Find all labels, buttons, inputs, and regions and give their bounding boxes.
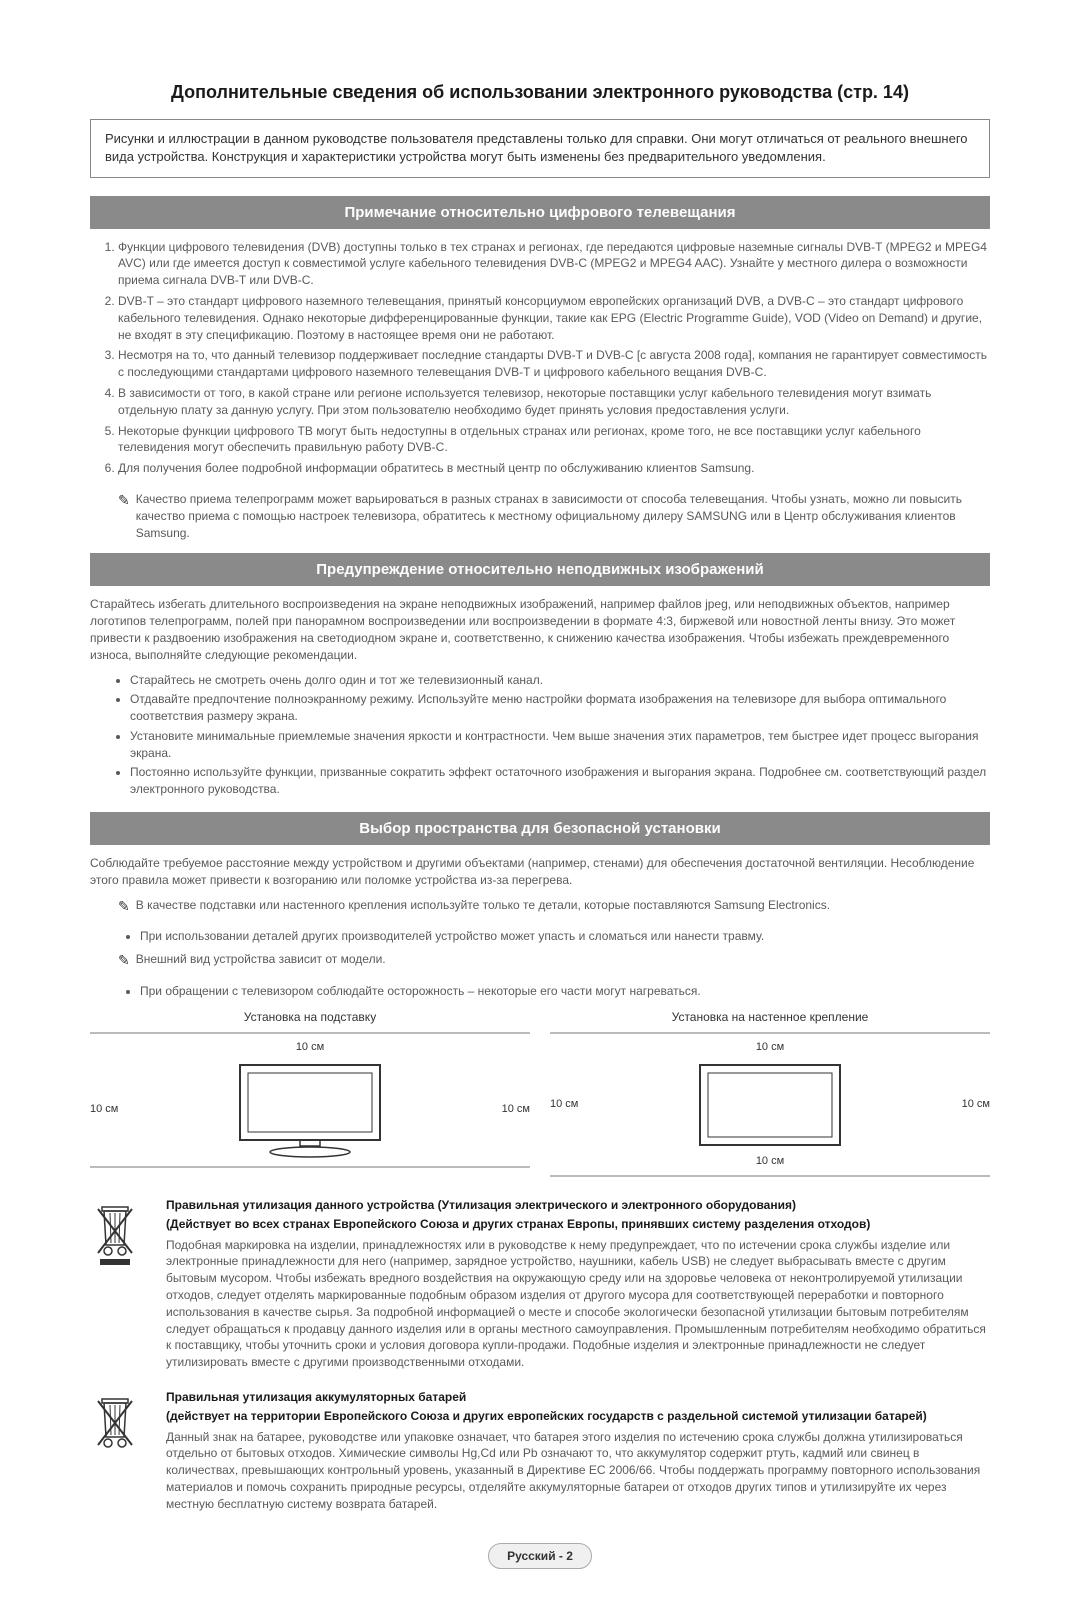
measure-right: 10 см bbox=[502, 1102, 530, 1117]
install-stand-title: Установка на подставку bbox=[90, 1009, 530, 1026]
measure-top: 10 см bbox=[550, 1040, 990, 1055]
disposal2-sub: (действует на территории Европейского Со… bbox=[166, 1408, 990, 1425]
measure-left: 10 см bbox=[550, 1097, 578, 1112]
disposal2-heading: Правильная утилизация аккумуляторных бат… bbox=[166, 1389, 990, 1406]
list-item: Постоянно используйте функции, призванны… bbox=[130, 764, 990, 798]
install-diagrams: Установка на подставку 10 см 10 см 10 см… bbox=[90, 1009, 990, 1177]
battery-bin-icon bbox=[90, 1389, 150, 1513]
list-item: При обращении с телевизором соблюдайте о… bbox=[140, 983, 990, 1000]
list-item: Функции цифрового телевидения (DVB) дост… bbox=[118, 239, 990, 289]
disposal-battery: Правильная утилизация аккумуляторных бат… bbox=[90, 1389, 990, 1513]
note-icon: ✎ bbox=[118, 951, 130, 971]
list-item: В зависимости от того, в какой стране ил… bbox=[118, 385, 990, 419]
page-footer: Русский - 2 bbox=[90, 1543, 990, 1570]
list-item: Некоторые функции цифрового ТВ могут быт… bbox=[118, 423, 990, 457]
tv-stand-icon bbox=[230, 1060, 390, 1160]
note-icon: ✎ bbox=[118, 491, 130, 541]
list-item: Несмотря на то, что данный телевизор под… bbox=[118, 347, 990, 381]
section1-list: Функции цифрового телевидения (DVB) дост… bbox=[90, 239, 990, 477]
measure-left: 10 см bbox=[90, 1102, 118, 1117]
measure-bottom: 10 см bbox=[550, 1154, 990, 1169]
wall-diagram: 10 см 10 см 10 см 10 см bbox=[550, 1032, 990, 1177]
info-box: Рисунки и иллюстрации в данном руководст… bbox=[90, 119, 990, 177]
stand-diagram: 10 см 10 см 10 см bbox=[90, 1032, 530, 1167]
page-number: Русский - 2 bbox=[488, 1543, 592, 1570]
disposal1-heading: Правильная утилизация данного устройства… bbox=[166, 1197, 990, 1214]
subnote-text: Качество приема телепрограмм может варьи… bbox=[136, 491, 990, 541]
section2-list: Старайтесь не смотреть очень долго один … bbox=[90, 672, 990, 799]
section1-subnote: ✎ Качество приема телепрограмм может вар… bbox=[90, 491, 990, 541]
section3-note2: ✎ Внешний вид устройства зависит от моде… bbox=[90, 951, 990, 971]
section3-note1: ✎ В качестве подставки или настенного кр… bbox=[90, 897, 990, 917]
list-item: Установите минимальные приемлемые значен… bbox=[130, 728, 990, 762]
list-item: Старайтесь не смотреть очень долго один … bbox=[130, 672, 990, 689]
install-stand-col: Установка на подставку 10 см 10 см 10 см bbox=[90, 1009, 530, 1177]
note-text: В качестве подставки или настенного креп… bbox=[136, 897, 830, 917]
note1-bullets: При использовании деталей других произво… bbox=[90, 928, 990, 945]
list-item: Отдавайте предпочтение полноэкранному ре… bbox=[130, 691, 990, 725]
disposal1-sub: (Действует во всех странах Европейского … bbox=[166, 1216, 990, 1233]
note2-bullets: При обращении с телевизором соблюдайте о… bbox=[90, 983, 990, 1000]
section3-intro: Соблюдайте требуемое расстояние между ус… bbox=[90, 855, 990, 889]
note-icon: ✎ bbox=[118, 897, 130, 917]
list-item: Для получения более подробной информации… bbox=[118, 460, 990, 477]
tv-wall-icon bbox=[690, 1060, 850, 1150]
section1-header: Примечание относительно цифрового телеве… bbox=[90, 196, 990, 229]
weee-bin-icon bbox=[90, 1197, 150, 1371]
section2-header: Предупреждение относительно неподвижных … bbox=[90, 553, 990, 586]
page-title: Дополнительные сведения об использовании… bbox=[90, 80, 990, 105]
install-wall-title: Установка на настенное крепление bbox=[550, 1009, 990, 1026]
disposal-device: Правильная утилизация данного устройства… bbox=[90, 1197, 990, 1371]
disposal2-body: Данный знак на батарее, руководстве или … bbox=[166, 1429, 990, 1513]
list-item: При использовании деталей других произво… bbox=[140, 928, 990, 945]
section2-intro: Старайтесь избегать длительного воспроиз… bbox=[90, 596, 990, 663]
measure-top: 10 см bbox=[90, 1040, 530, 1055]
install-wall-col: Установка на настенное крепление 10 см 1… bbox=[550, 1009, 990, 1177]
measure-right: 10 см bbox=[962, 1097, 990, 1112]
note-text: Внешний вид устройства зависит от модели… bbox=[136, 951, 386, 971]
disposal1-body: Подобная маркировка на изделии, принадле… bbox=[166, 1237, 990, 1371]
list-item: DVB-T – это стандарт цифрового наземного… bbox=[118, 293, 990, 343]
section3-header: Выбор пространства для безопасной устано… bbox=[90, 812, 990, 845]
